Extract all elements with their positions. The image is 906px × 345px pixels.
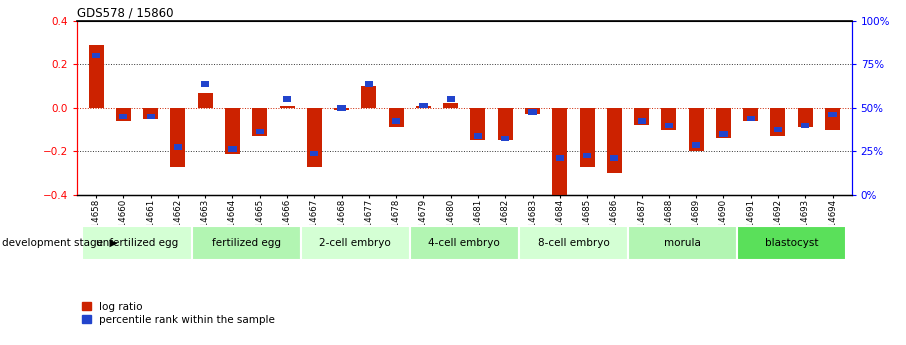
Bar	[689, 108, 704, 151]
FancyBboxPatch shape	[191, 226, 301, 260]
Bar	[392, 118, 400, 124]
FancyBboxPatch shape	[519, 226, 628, 260]
Bar	[334, 108, 349, 110]
Bar	[143, 108, 159, 119]
Bar	[147, 114, 155, 119]
FancyBboxPatch shape	[628, 226, 737, 260]
Bar	[634, 108, 649, 125]
Text: development stage  ▶: development stage ▶	[2, 238, 117, 248]
Bar	[555, 155, 564, 161]
Bar	[497, 108, 513, 140]
Text: 8-cell embryo: 8-cell embryo	[537, 238, 610, 248]
Bar	[580, 108, 594, 167]
Bar	[665, 122, 673, 128]
Bar	[743, 108, 758, 121]
Bar	[365, 81, 373, 87]
Bar	[225, 108, 240, 154]
Bar	[92, 53, 101, 58]
Bar	[474, 134, 482, 139]
Bar	[801, 122, 809, 128]
Bar	[716, 108, 731, 138]
Text: unfertilized egg: unfertilized egg	[96, 238, 178, 248]
Legend: log ratio, percentile rank within the sample: log ratio, percentile rank within the sa…	[82, 302, 275, 325]
Bar	[310, 151, 318, 156]
Bar	[116, 108, 130, 121]
Bar	[443, 104, 458, 108]
Bar	[447, 96, 455, 102]
Bar	[747, 116, 755, 121]
Bar	[283, 96, 291, 102]
Bar	[774, 127, 782, 132]
Bar	[361, 86, 376, 108]
Bar	[419, 103, 428, 108]
FancyBboxPatch shape	[410, 226, 519, 260]
Bar	[638, 118, 646, 124]
FancyBboxPatch shape	[301, 226, 410, 260]
Bar	[607, 108, 622, 173]
FancyBboxPatch shape	[82, 226, 191, 260]
Bar	[416, 106, 431, 108]
Text: fertilized egg: fertilized egg	[212, 238, 281, 248]
Bar	[583, 153, 591, 158]
Text: 4-cell embryo: 4-cell embryo	[429, 238, 500, 248]
Bar	[528, 109, 536, 115]
Bar	[719, 131, 728, 137]
Bar	[338, 105, 346, 110]
Bar	[501, 136, 509, 141]
Text: morula: morula	[664, 238, 701, 248]
Bar	[120, 114, 128, 119]
Bar	[389, 108, 404, 127]
Bar	[307, 108, 322, 167]
Bar	[553, 108, 567, 195]
Text: blastocyst: blastocyst	[765, 238, 818, 248]
Bar	[611, 155, 619, 161]
Bar	[201, 81, 209, 87]
Text: GDS578 / 15860: GDS578 / 15860	[77, 7, 174, 20]
Bar	[255, 129, 264, 135]
Bar	[89, 45, 103, 108]
Bar	[798, 108, 813, 127]
FancyBboxPatch shape	[737, 226, 846, 260]
Bar	[280, 106, 294, 108]
Bar	[174, 144, 182, 150]
Bar	[692, 142, 700, 148]
Bar	[661, 108, 677, 130]
Bar	[228, 147, 236, 152]
Bar	[252, 108, 267, 136]
Bar	[825, 108, 840, 130]
Bar	[470, 108, 486, 140]
Bar	[828, 112, 836, 117]
Bar	[198, 92, 213, 108]
Bar	[525, 108, 540, 114]
Text: 2-cell embryo: 2-cell embryo	[319, 238, 391, 248]
Bar	[770, 108, 786, 136]
Bar	[170, 108, 186, 167]
